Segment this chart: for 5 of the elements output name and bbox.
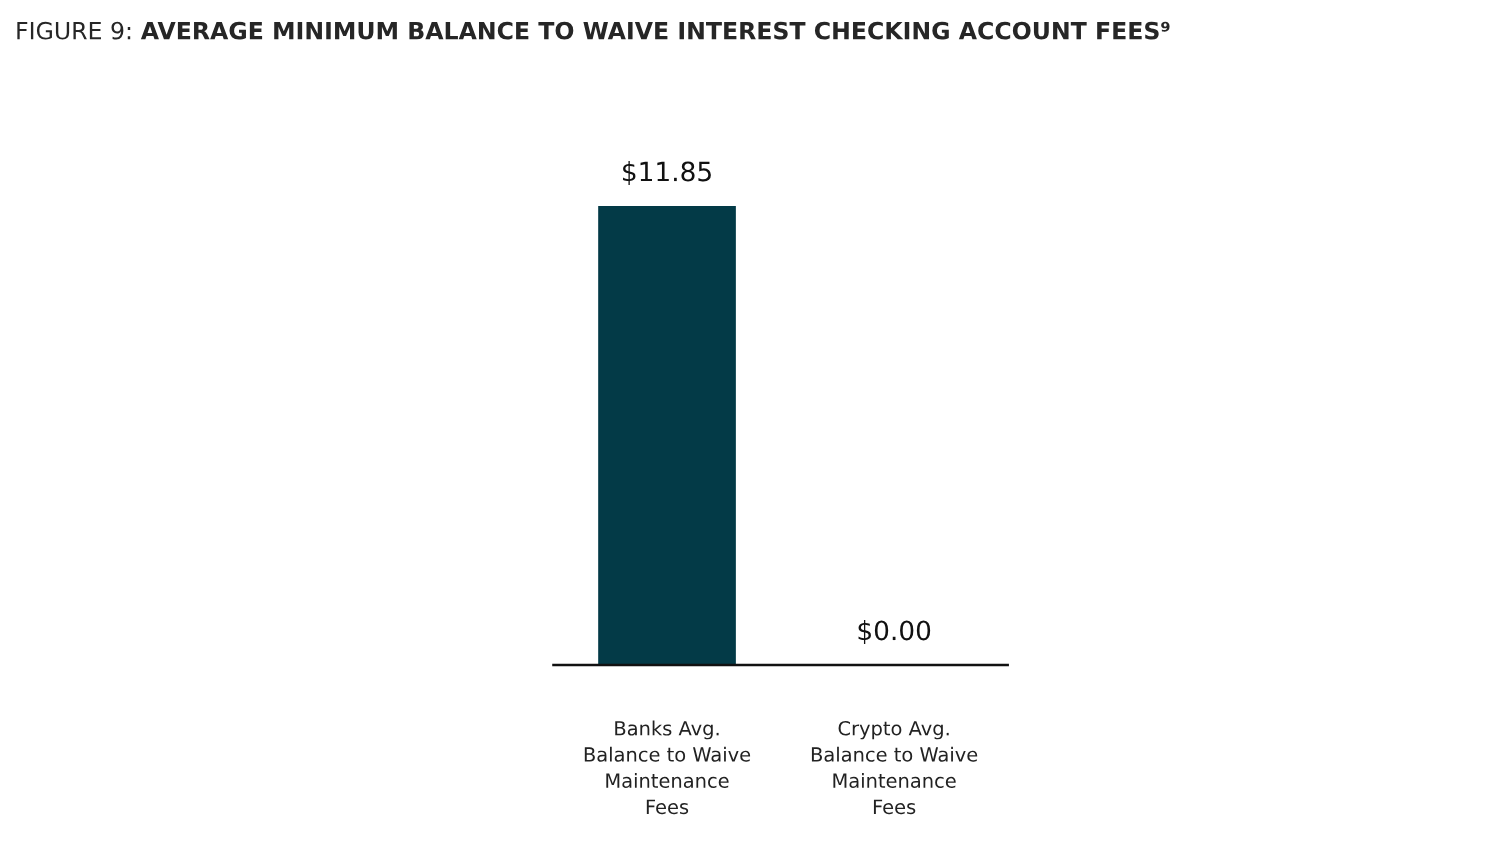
x-tick-label: Crypto Avg. Balance to Waive Maintenance Fees bbox=[811, 720, 978, 815]
x-tick-label: Banks Avg. Balance to Waive Maintenance Fees bbox=[584, 720, 751, 815]
data-label: $11.85 bbox=[623, 161, 711, 185]
data-label: $0.00 bbox=[858, 620, 931, 644]
chart-title: FIGURE 9: AVERAGE MINIMUM BALANCE TO WAIVE INTEREST CHECKING ACCOUNT FEES⁹ bbox=[17, 21, 1170, 40]
